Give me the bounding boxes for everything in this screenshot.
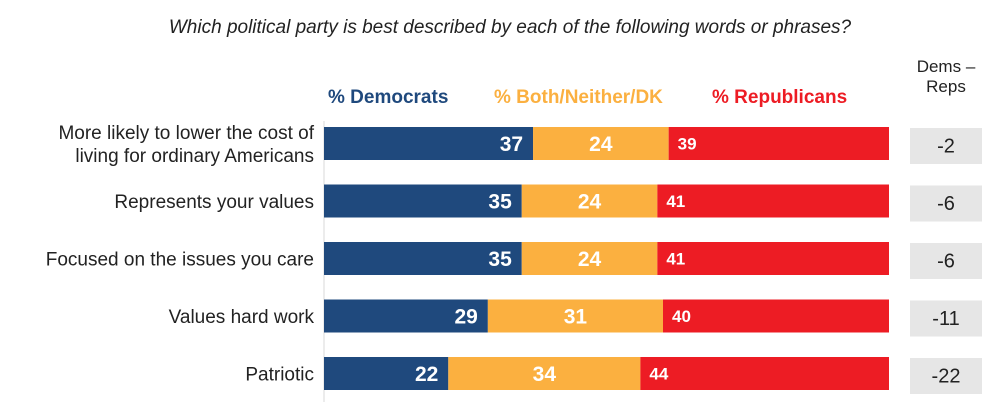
- bar-segment-both-neither-dk: [521, 184, 658, 218]
- bar-segment-both-neither-dk: [448, 357, 641, 390]
- data-label: 22: [415, 363, 438, 386]
- difference-value: -11: [932, 308, 959, 330]
- bar-segment-both-neither-dk: [487, 299, 663, 333]
- difference-values: -2 -6 -6 -11 -22: [910, 128, 982, 394]
- bar-segment-democrats: [324, 299, 488, 333]
- category-label: Values hard work: [169, 307, 315, 328]
- data-label: 35: [488, 248, 512, 271]
- bar-segment-democrats: [324, 127, 534, 160]
- legend-both-neither-dk: % Both/Neither/DK: [494, 87, 663, 108]
- category-label: Focused on the issues you care: [46, 250, 314, 271]
- bar-segment-republicans: [640, 357, 889, 390]
- data-label: 39: [678, 134, 697, 153]
- difference-header: Dems –Reps: [917, 57, 976, 96]
- bar-segment-both-neither-dk: [533, 127, 669, 160]
- difference-box: [910, 128, 982, 164]
- data-label: 41: [666, 249, 685, 268]
- legend-republicans: % Republicans: [712, 87, 847, 108]
- data-label: 24: [578, 190, 602, 213]
- bar-segment-democrats: [324, 357, 449, 390]
- data-label: 34: [533, 363, 557, 386]
- difference-box: [910, 358, 982, 394]
- category-label: Patriotic: [245, 365, 314, 386]
- difference-value: -6: [937, 193, 955, 215]
- difference-box: [910, 243, 982, 279]
- legend-democrats: % Democrats: [328, 87, 448, 108]
- bar-segment-democrats: [324, 184, 522, 218]
- data-label: 44: [649, 364, 668, 383]
- data-label: 41: [666, 192, 685, 211]
- data-label: 31: [564, 305, 588, 328]
- difference-box: [910, 300, 982, 337]
- difference-header-line: Reps: [926, 77, 966, 96]
- chart-title: Which political party is best described …: [169, 17, 852, 38]
- category-label: Represents your values: [114, 192, 314, 213]
- difference-value: -2: [937, 136, 955, 158]
- data-label: 29: [454, 305, 477, 328]
- difference-box: [910, 185, 982, 222]
- data-label: 24: [589, 133, 613, 156]
- difference-value: -6: [937, 251, 955, 273]
- difference-header-line: Dems –: [917, 57, 976, 76]
- data-label: 35: [488, 190, 512, 213]
- bars: 37 24 39 35 24 41 35 24 41 29 31 40 22 34 44: [324, 127, 889, 390]
- bar-segment-both-neither-dk: [521, 242, 658, 275]
- bar-segment-republicans: [663, 299, 889, 333]
- bar-segment-democrats: [324, 242, 522, 275]
- category-label: More likely to lower the cost of living f…: [58, 123, 314, 167]
- data-label: 24: [578, 248, 602, 271]
- bar-segment-republicans: [657, 242, 889, 275]
- data-label: 40: [672, 307, 691, 326]
- category-labels: More likely to lower the cost of living f…: [46, 123, 315, 386]
- data-label: 37: [500, 133, 523, 156]
- bar-segment-republicans: [668, 127, 889, 160]
- bar-segment-republicans: [657, 184, 889, 218]
- difference-value: -22: [932, 366, 961, 388]
- legend: % Democrats % Both/Neither/DK % Republican…: [328, 87, 847, 108]
